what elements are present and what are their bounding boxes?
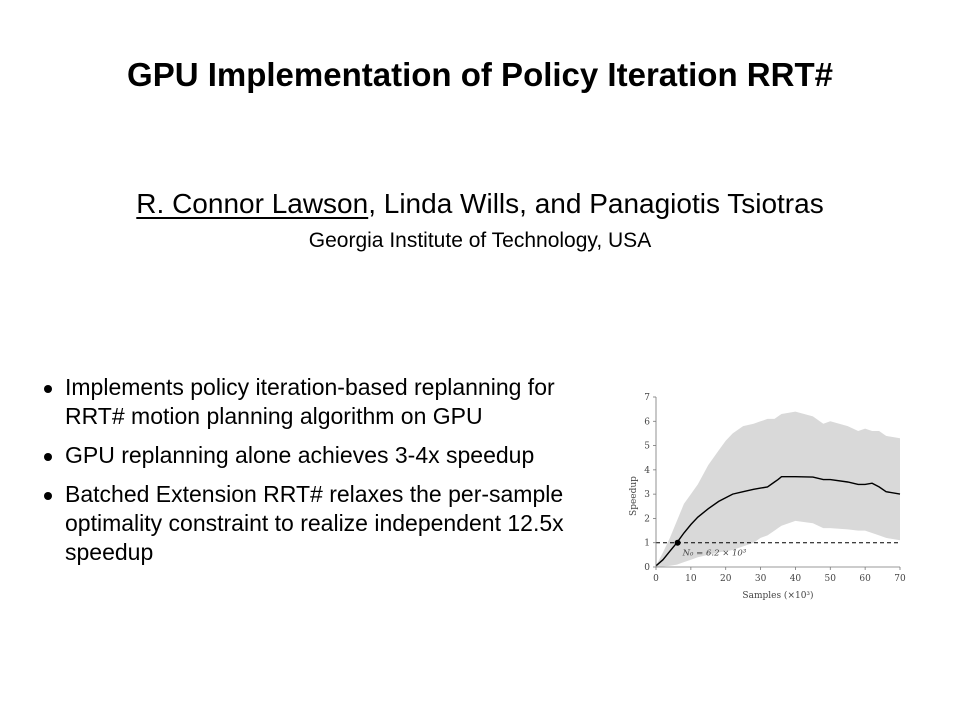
presenter-name: R. Connor Lawson: [136, 188, 369, 219]
bullet-item: Implements policy iteration-based replan…: [44, 373, 616, 431]
coauthors: , Linda Wills, and Panagiotis Tsiotras: [368, 188, 824, 219]
x-tick-label: 0: [653, 574, 659, 584]
x-tick-label: 20: [720, 574, 732, 584]
y-tick-label: 3: [644, 490, 650, 500]
crossover-point-label: N₀ = 6.2 × 10³: [682, 549, 747, 559]
bullet-dot-icon: [44, 492, 52, 500]
speedup-chart: 0 10 20 30 40 50 60 70 0 1 2 3 4 5 6 7 N₀ = 6.2 × 10³ S…: [629, 393, 906, 601]
x-tick-label: 70: [894, 574, 906, 584]
bullet-item: GPU replanning alone achieves 3-4x speed…: [44, 441, 616, 470]
y-tick-label: 7: [644, 393, 650, 403]
bullet-text: GPU replanning alone achieves 3-4x speed…: [65, 442, 535, 468]
y-axis-label: Speedup: [629, 476, 639, 516]
speedup-mean-line: [655, 475, 901, 567]
bullet-text: Implements policy iteration-based replan…: [65, 374, 555, 429]
author-line: R. Connor Lawson, Linda Wills, and Panag…: [0, 188, 960, 220]
y-tick-label: 4: [644, 466, 650, 476]
x-tick-label: 60: [859, 574, 871, 584]
y-tick-label: 6: [644, 417, 650, 427]
y-tick-label: 1: [644, 539, 650, 549]
y-tick-label: 5: [644, 442, 650, 452]
bullet-list: Implements policy iteration-based replan…: [44, 373, 616, 577]
crossover-point-marker: [674, 539, 681, 546]
bullet-item: Batched Extension RRT# relaxes the per-s…: [44, 480, 616, 567]
affiliation: Georgia Institute of Technology, USA: [308, 229, 652, 252]
bullet-dot-icon: [44, 385, 52, 393]
y-tick-label: 2: [644, 514, 650, 524]
y-tick-label: 0: [644, 563, 650, 573]
bullet-dot-icon: [44, 453, 52, 461]
speedup-range-band: [656, 411, 900, 567]
x-tick-label: 50: [825, 574, 837, 584]
x-tick-label: 40: [790, 574, 802, 584]
slide-title: GPU Implementation of Policy Iteration R…: [127, 56, 833, 93]
x-tick-label: 10: [685, 574, 697, 584]
bullet-text: Batched Extension RRT# relaxes the per-s…: [65, 481, 564, 565]
x-axis-label: Samples (×10³): [742, 590, 813, 601]
x-tick-label: 30: [755, 574, 767, 584]
